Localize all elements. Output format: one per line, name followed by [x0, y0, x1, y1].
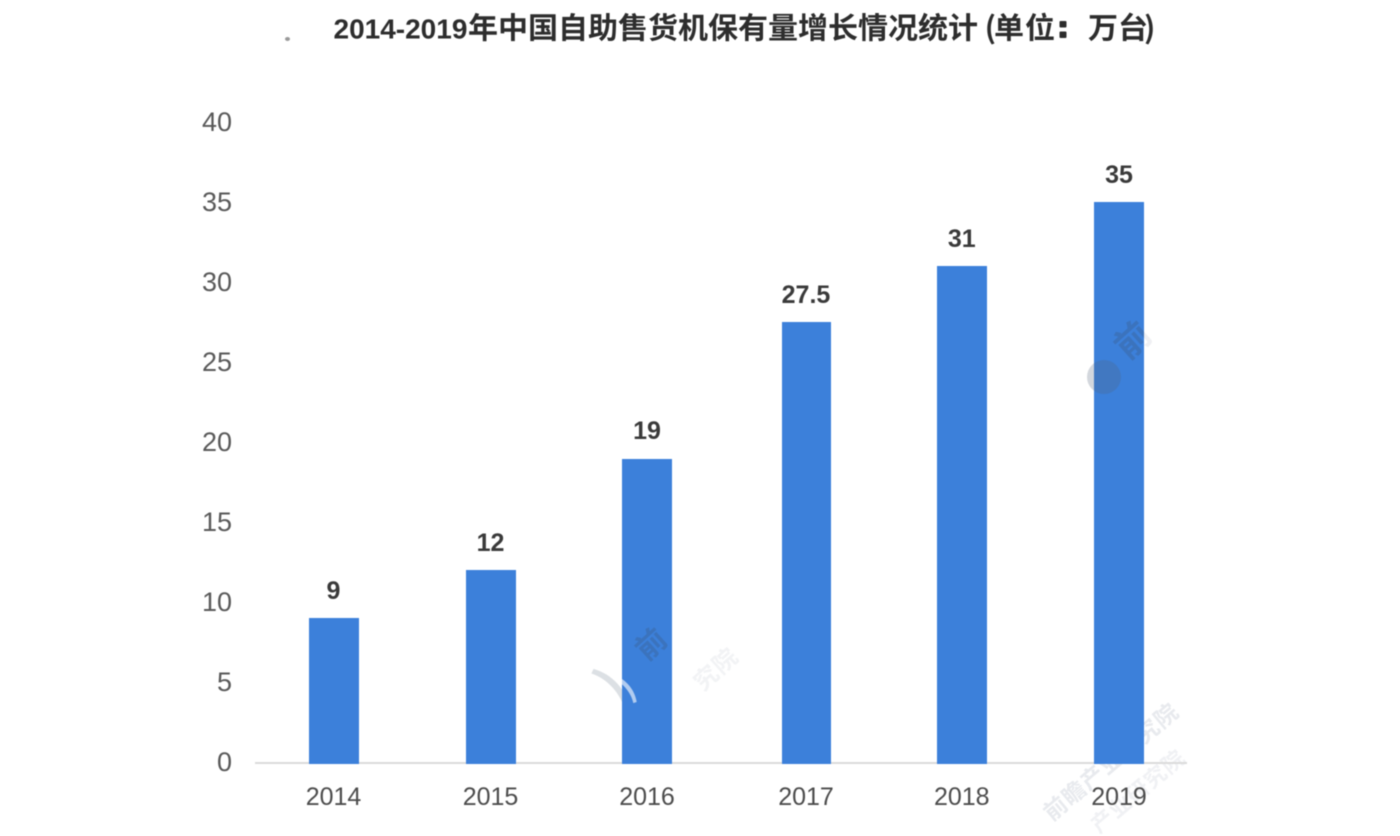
svg-text:2014-2019: 2014-2019 [334, 14, 468, 45]
